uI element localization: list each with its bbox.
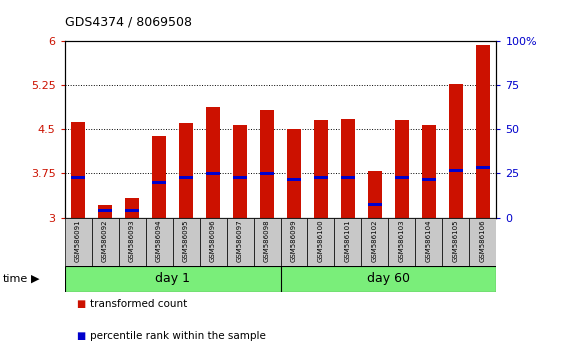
FancyBboxPatch shape: [173, 218, 200, 266]
Text: ▶: ▶: [30, 274, 39, 284]
Bar: [178, 176, 194, 179]
Text: GSM586097: GSM586097: [237, 219, 243, 262]
FancyBboxPatch shape: [470, 218, 496, 266]
Text: percentile rank within the sample: percentile rank within the sample: [90, 331, 266, 341]
Bar: [151, 136, 167, 218]
Text: GSM586099: GSM586099: [291, 219, 297, 262]
FancyBboxPatch shape: [389, 218, 416, 266]
FancyBboxPatch shape: [307, 218, 334, 266]
Bar: [394, 120, 410, 218]
Bar: [233, 125, 247, 218]
Bar: [449, 169, 463, 172]
Bar: [71, 176, 85, 179]
Bar: [98, 209, 112, 212]
Bar: [98, 205, 112, 218]
Bar: [260, 172, 274, 175]
FancyBboxPatch shape: [443, 218, 470, 266]
Bar: [205, 107, 220, 218]
Bar: [314, 120, 328, 218]
Bar: [287, 129, 301, 218]
Text: GSM586101: GSM586101: [345, 219, 351, 262]
Bar: [233, 176, 247, 179]
Bar: [125, 198, 140, 218]
Bar: [125, 209, 140, 212]
Bar: [367, 203, 383, 206]
FancyBboxPatch shape: [254, 218, 280, 266]
Text: GSM586093: GSM586093: [129, 219, 135, 262]
Text: GSM586106: GSM586106: [480, 219, 486, 262]
Text: GSM586094: GSM586094: [156, 219, 162, 262]
Text: transformed count: transformed count: [90, 299, 187, 309]
Text: GSM586098: GSM586098: [264, 219, 270, 262]
FancyBboxPatch shape: [227, 218, 254, 266]
FancyBboxPatch shape: [65, 266, 496, 292]
Bar: [178, 123, 194, 218]
FancyBboxPatch shape: [65, 218, 91, 266]
FancyBboxPatch shape: [91, 218, 118, 266]
Bar: [476, 45, 490, 218]
Text: ■: ■: [76, 299, 85, 309]
Bar: [421, 178, 436, 181]
FancyBboxPatch shape: [416, 218, 443, 266]
Bar: [151, 181, 167, 184]
FancyBboxPatch shape: [118, 218, 145, 266]
Bar: [314, 176, 328, 179]
Text: GSM586103: GSM586103: [399, 219, 405, 262]
Bar: [394, 176, 410, 179]
Bar: [367, 171, 383, 218]
FancyBboxPatch shape: [361, 218, 389, 266]
Text: GSM586105: GSM586105: [453, 219, 459, 262]
Bar: [449, 84, 463, 218]
Bar: [341, 119, 356, 218]
Text: ■: ■: [76, 331, 85, 341]
Text: GSM586091: GSM586091: [75, 219, 81, 262]
Text: day 60: day 60: [367, 272, 410, 285]
Text: GSM586102: GSM586102: [372, 219, 378, 262]
Text: GSM586104: GSM586104: [426, 219, 432, 262]
FancyBboxPatch shape: [280, 218, 307, 266]
Text: GSM586100: GSM586100: [318, 219, 324, 262]
Bar: [71, 121, 85, 218]
FancyBboxPatch shape: [200, 218, 227, 266]
Text: GSM586095: GSM586095: [183, 219, 189, 262]
Bar: [287, 178, 301, 181]
FancyBboxPatch shape: [145, 218, 173, 266]
Text: day 1: day 1: [155, 272, 190, 285]
Text: GDS4374 / 8069508: GDS4374 / 8069508: [65, 15, 191, 28]
Bar: [476, 166, 490, 169]
Text: GSM586092: GSM586092: [102, 219, 108, 262]
FancyBboxPatch shape: [334, 218, 361, 266]
Bar: [341, 176, 356, 179]
Bar: [205, 172, 220, 175]
Bar: [260, 110, 274, 218]
Text: GSM586096: GSM586096: [210, 219, 216, 262]
Bar: [421, 125, 436, 218]
Text: time: time: [3, 274, 28, 284]
